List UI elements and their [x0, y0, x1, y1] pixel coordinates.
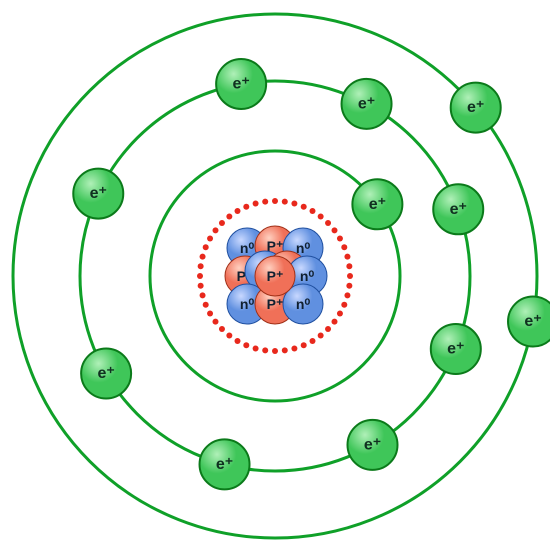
nucleus-dotted-ring-dot [291, 345, 297, 351]
nucleus-dotted-ring-dot [212, 227, 218, 233]
nucleus-dotted-ring-dot [272, 198, 278, 204]
electron-2: e⁺ [342, 79, 392, 129]
electron-label: e⁺ [358, 95, 375, 112]
nucleus-dotted-ring-dot [235, 338, 241, 344]
nucleus-dotted-ring-dot [318, 333, 324, 339]
electron-5: e⁺ [348, 420, 398, 470]
proton-10: P⁺ [255, 256, 295, 296]
nucleus-dotted-ring-dot [344, 292, 350, 298]
nucleus-dotted-ring-dot [346, 283, 352, 289]
electron-label: e⁺ [467, 99, 484, 116]
nucleus-dotted-ring-dot [262, 199, 268, 205]
nucleus-dotted-ring-dot [226, 333, 232, 339]
nucleus-dotted-ring-dot [344, 254, 350, 260]
electron-label: e⁺ [97, 365, 114, 382]
nucleus-dotted-ring-dot [347, 273, 353, 279]
nucleus-dotted-ring-dot [341, 244, 347, 250]
nucleus-dotted-ring-dot [325, 220, 331, 226]
nucleus-dotted-ring-dot [243, 204, 249, 210]
nucleus-dotted-ring-dot [341, 302, 347, 308]
electron-label: e⁺ [90, 185, 107, 202]
nucleus-dotted-ring-dot [253, 201, 259, 207]
electron-label: e⁺ [450, 201, 467, 218]
electron-0: e⁺ [352, 179, 402, 229]
nucleus-dotted-ring-dot [325, 326, 331, 332]
electron-label: e⁺ [364, 436, 381, 453]
nucleus-dotted-ring-dot [301, 342, 307, 348]
nucleus-dotted-ring-dot [337, 236, 343, 242]
electron-label: e⁺ [524, 313, 541, 330]
electron-8: e⁺ [73, 169, 123, 219]
nucleus-dotted-ring-dot [282, 347, 288, 353]
nucleus-dotted-ring-dot [253, 345, 259, 351]
nucleus-dotted-ring-dot [282, 199, 288, 205]
neutron-label: n⁰ [300, 268, 315, 284]
electron-10: e⁺ [508, 296, 550, 346]
electron-9: e⁺ [451, 83, 501, 133]
nucleus-dotted-ring-dot [332, 319, 338, 325]
neutron-label: n⁰ [240, 296, 255, 312]
nucleus-dotted-ring-dot [198, 263, 204, 269]
nucleus-dotted-ring-dot [337, 311, 343, 317]
electron-7: e⁺ [81, 349, 131, 399]
electron-4: e⁺ [431, 324, 481, 374]
nucleus-dotted-ring-dot [203, 244, 209, 250]
nucleus-dotted-ring-dot [272, 348, 278, 354]
nucleus-dotted-ring-dot [207, 236, 213, 242]
nucleus-dotted-ring-dot [310, 208, 316, 214]
nucleus-dotted-ring-dot [291, 201, 297, 207]
nucleus-dotted-ring-dot [198, 283, 204, 289]
nucleus-dotted-ring-dot [332, 227, 338, 233]
nucleus-dotted-ring-dot [197, 273, 203, 279]
nucleus-dotted-ring-dot [207, 311, 213, 317]
nucleus-dotted-ring-dot [200, 254, 206, 260]
electron-label: e⁺ [216, 456, 233, 473]
nucleus-dotted-ring-dot [301, 204, 307, 210]
nucleus-dotted-ring-dot [262, 347, 268, 353]
nucleus-dotted-ring-dot [203, 302, 209, 308]
proton-label: P⁺ [267, 268, 284, 284]
electron-label: e⁺ [447, 341, 464, 358]
nucleus-dotted-ring-dot [200, 292, 206, 298]
atom-diagram: n⁰P⁺n⁰P⁺n⁰P⁺n⁰n⁰P⁺n⁰P⁺e⁺e⁺e⁺e⁺e⁺e⁺e⁺e⁺e⁺… [0, 0, 550, 553]
neutron-label: n⁰ [240, 240, 255, 256]
nucleus-dotted-ring-dot [219, 326, 225, 332]
nucleus-dotted-ring-dot [226, 213, 232, 219]
electron-3: e⁺ [433, 184, 483, 234]
electron-label: e⁺ [232, 75, 249, 92]
nucleus-dotted-ring-dot [310, 338, 316, 344]
nucleus-dotted-ring-dot [318, 213, 324, 219]
nucleus-dotted-ring-dot [235, 208, 241, 214]
nucleus-dotted-ring-dot [212, 319, 218, 325]
neutron-label: n⁰ [296, 240, 311, 256]
nucleus-dotted-ring-dot [243, 342, 249, 348]
nucleus-dotted-ring-dot [219, 220, 225, 226]
proton-label: P⁺ [267, 296, 284, 312]
electron-label: e⁺ [369, 196, 386, 213]
neutron-label: n⁰ [296, 296, 311, 312]
nucleus-dotted-ring-dot [346, 263, 352, 269]
electron-6: e⁺ [200, 439, 250, 489]
electron-1: e⁺ [216, 59, 266, 109]
